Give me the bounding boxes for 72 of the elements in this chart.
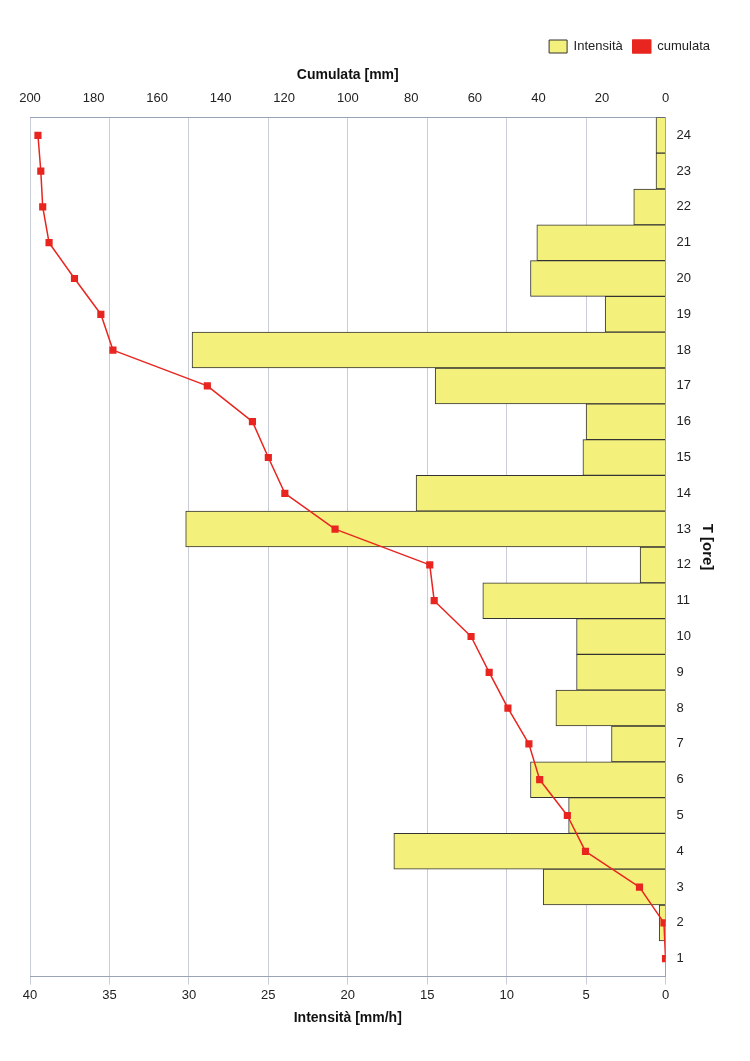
y-tick-label: 21	[676, 234, 692, 250]
x-tick-label: 40	[22, 986, 38, 1002]
y-tick-label: 22	[676, 198, 692, 214]
x2-tick-label: 160	[146, 90, 168, 106]
y-tick-label: 8	[676, 699, 684, 715]
y-tick-label: 9	[676, 663, 684, 679]
point	[635, 883, 644, 891]
y-tick-label: 10	[676, 628, 692, 644]
y-tick-label: 4	[676, 842, 684, 858]
y-tick-label: 20	[676, 270, 692, 286]
x-tick-label: 20	[340, 986, 355, 1002]
point	[430, 597, 438, 605]
point	[426, 561, 434, 569]
x2-tick-label: 100	[336, 90, 359, 106]
y-tick-label: 5	[676, 807, 684, 823]
x2-tick-label: 80	[404, 90, 419, 106]
point	[39, 203, 47, 211]
x-tick-label: 0	[661, 986, 670, 1002]
y-tick-label: 16	[676, 413, 692, 429]
point	[264, 453, 272, 462]
x-tick-label: 25	[261, 986, 276, 1002]
x2-tick-label: 180	[82, 90, 105, 106]
y-tick-label: 6	[676, 771, 684, 787]
y-tick-label: 24	[676, 126, 692, 142]
point	[504, 704, 512, 712]
x2-tick-label: 0	[661, 90, 670, 106]
x2-tick-label: 140	[209, 90, 232, 106]
y-tick-label: 19	[676, 305, 692, 321]
point	[70, 274, 79, 283]
point	[536, 776, 544, 784]
x2-tick-label: 40	[531, 90, 546, 106]
point	[45, 239, 53, 247]
point	[525, 740, 533, 748]
point	[281, 489, 289, 497]
point	[34, 131, 42, 139]
y-tick-label: 23	[676, 162, 692, 178]
point	[37, 167, 45, 175]
point	[660, 919, 666, 927]
y-tick-label: 7	[676, 735, 684, 751]
x-tick-label: 10	[499, 986, 514, 1002]
point	[331, 525, 339, 533]
y-tick-label: 3	[676, 878, 684, 894]
x-tick-label: 5	[582, 986, 590, 1002]
x2-tick-label: 20	[594, 90, 610, 106]
x2-tick-label: 120	[273, 90, 296, 106]
y-tick-label: 14	[676, 484, 692, 500]
y-tick-label: 11	[676, 592, 691, 608]
point	[581, 847, 590, 855]
y-tick-label: 15	[676, 449, 692, 465]
y-tick-label: 2	[676, 914, 684, 930]
point	[203, 382, 211, 390]
point	[97, 310, 105, 318]
y-tick-label: 17	[676, 377, 692, 393]
point	[563, 811, 571, 820]
x-tick-label: 30	[181, 986, 197, 1002]
x2-tick-label: 200	[19, 90, 41, 106]
point	[467, 632, 475, 641]
legend-label: Intensità	[573, 38, 624, 54]
x2-axis-title: Cumulata [mm]	[296, 66, 399, 83]
x-tick-label: 15	[419, 986, 435, 1002]
point	[248, 418, 257, 426]
legend-label: cumulata	[657, 38, 711, 54]
y-axis-title: T [ore]	[699, 523, 717, 571]
point	[109, 346, 117, 354]
point	[485, 668, 493, 676]
y-tick-label: 12	[676, 556, 692, 572]
y-tick-label: 18	[676, 341, 692, 357]
x-axis-title: Intensità [mm/h]	[293, 1009, 402, 1026]
x2-tick-label: 60	[467, 90, 483, 106]
x-tick-label: 35	[102, 986, 117, 1002]
y-tick-label: 1	[676, 950, 684, 966]
y-tick-label: 13	[676, 520, 692, 536]
